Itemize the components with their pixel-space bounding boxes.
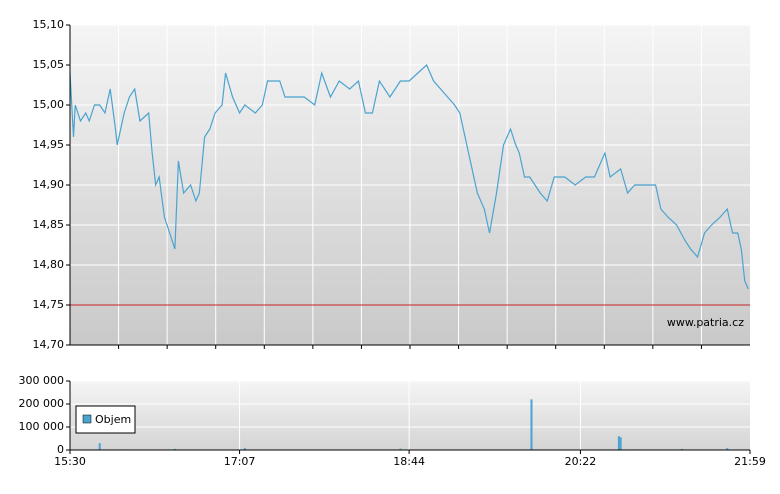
volume-bar <box>619 437 622 450</box>
legend-swatch <box>82 414 92 424</box>
y-tick-label: 0 <box>57 443 64 456</box>
x-tick-label: 21:59 <box>734 455 766 468</box>
volume-bar <box>399 448 402 450</box>
y-tick-label: 15,05 <box>33 58 65 71</box>
volume-bar <box>617 436 620 450</box>
volume-bar <box>530 399 533 450</box>
volume-plot-area <box>70 381 750 450</box>
legend-label: Objem <box>95 413 131 426</box>
y-tick-label: 14,95 <box>33 138 65 151</box>
y-tick-label: 14,85 <box>33 218 65 231</box>
x-tick-label: 17:07 <box>224 455 256 468</box>
volume-bar <box>726 448 729 450</box>
watermark: www.patria.cz <box>667 316 744 329</box>
x-tick-label: 18:44 <box>393 455 425 468</box>
y-tick-label: 15,00 <box>33 98 65 111</box>
volume-bar <box>173 448 176 450</box>
y-tick-label: 100 000 <box>19 420 65 433</box>
y-tick-label: 200 000 <box>19 397 65 410</box>
x-tick-label: 20:22 <box>565 455 597 468</box>
y-tick-label: 14,80 <box>33 258 65 271</box>
y-tick-label: 14,90 <box>33 178 65 191</box>
price-line <box>69 63 749 290</box>
volume-bar <box>243 448 246 450</box>
volume-bar <box>680 448 683 450</box>
x-tick-label: 15:30 <box>54 455 86 468</box>
y-tick-label: 14,70 <box>33 338 65 351</box>
y-tick-label: 15,10 <box>33 18 65 31</box>
volume-bar <box>98 443 101 450</box>
y-tick-label: 14,75 <box>33 298 65 311</box>
y-tick-label: 300 000 <box>19 374 65 387</box>
